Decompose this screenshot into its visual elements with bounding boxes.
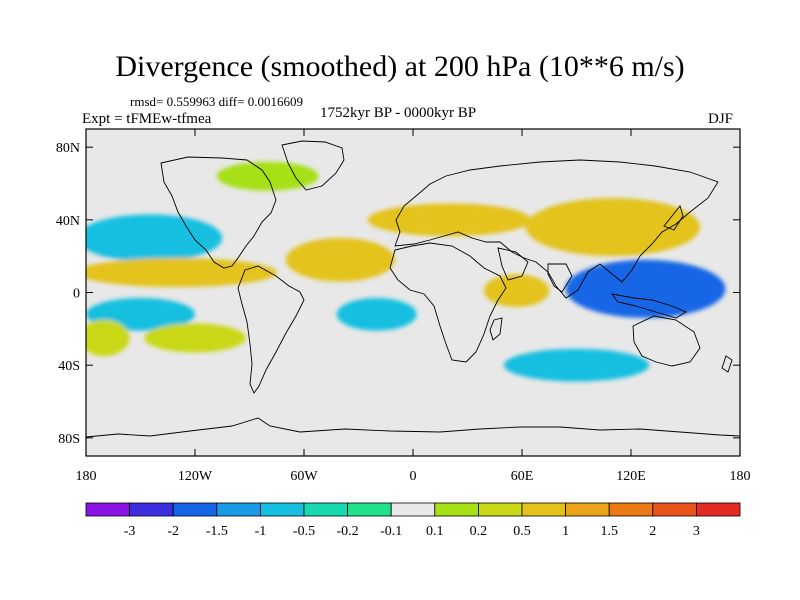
- coast-madagascar: [489, 317, 503, 341]
- season-label: DJF: [708, 111, 734, 127]
- colorbar-label: -1.5: [206, 524, 228, 539]
- field-blob-13: [336, 297, 417, 331]
- colorbar-swatch: [608, 502, 654, 517]
- colorbar-label: 3: [693, 524, 700, 539]
- colorbar-swatch: [129, 502, 174, 517]
- field-blob-9: [86, 214, 223, 262]
- lat-tick-label: 0: [73, 287, 80, 302]
- colorbar-label: 0.2: [470, 524, 488, 539]
- lon-tick-label: 180: [76, 469, 97, 484]
- colorbar-swatch: [216, 502, 261, 517]
- colorbar-swatch: [347, 502, 392, 517]
- field-blob-17: [216, 161, 319, 191]
- coast-south-america: [237, 265, 305, 394]
- lat-tick-label: 80N: [56, 141, 80, 156]
- field-blob-18: [86, 319, 130, 357]
- coast-japan: [663, 205, 684, 231]
- plot-title: Divergence (smoothed) at 200 hPa (10**6 …: [115, 50, 685, 83]
- colorbar-label: 1.5: [600, 524, 618, 539]
- map-axes: 180 120W 60W 0 60E 120E 180 80N 40N 0 40S 80S: [56, 129, 751, 484]
- field-blob-10: [86, 257, 277, 288]
- lon-tick-label: 120W: [178, 469, 213, 484]
- coastlines: [86, 140, 740, 438]
- coast-greenland: [281, 140, 345, 191]
- experiment-label: Expt = tFMEw-tfmea: [82, 111, 212, 127]
- colorbar-label: -0.1: [380, 524, 402, 539]
- colorbar-swatch: [172, 502, 218, 517]
- colorbar-label: 1: [562, 524, 569, 539]
- colorbar-swatch: [390, 502, 436, 517]
- lat-tick-label: 40S: [58, 359, 80, 374]
- colorbar-label: -3: [124, 524, 136, 539]
- coast-australia: [632, 315, 701, 367]
- coast-africa: [389, 242, 507, 363]
- lat-tick-label: 40N: [56, 214, 80, 229]
- coast-india: [547, 263, 573, 293]
- colorbar-swatch: [303, 502, 348, 517]
- lon-tick-label: 60E: [511, 469, 534, 484]
- rmsd-diff-text: rmsd= 0.559963 diff= 0.0016609: [130, 94, 303, 109]
- colorbar-label: -0.2: [337, 524, 359, 539]
- field-blob-7: [483, 274, 550, 308]
- lon-tick-label: 60W: [290, 469, 318, 484]
- coast-maritime-continent: [610, 293, 687, 319]
- colorbar-swatch: [434, 502, 479, 517]
- colorbar-swatch: [652, 502, 697, 517]
- lat-tick-label: 80S: [58, 432, 80, 447]
- field-blob-16: [503, 348, 650, 382]
- field-blob-5: [525, 198, 701, 257]
- colorbar-label: 0.5: [513, 524, 531, 539]
- colorbar: -3 -2 -1.5 -1 -0.5 -0.2 -0.1 0.1 0.2 0.5 1 1.5 2 3: [85, 502, 741, 539]
- divergence-field: [86, 161, 726, 382]
- lon-tick-label: 0: [410, 469, 417, 484]
- colorbar-swatch: [477, 502, 523, 517]
- field-blob-15: [144, 323, 246, 353]
- colorbar-label: 0.1: [426, 524, 444, 539]
- colorbar-swatch: [259, 502, 305, 517]
- colorbar-label: -0.5: [293, 524, 315, 539]
- coast-antarctica: [86, 417, 740, 438]
- field-blob-12: [367, 203, 532, 237]
- colorbar-label: -1: [255, 524, 267, 539]
- coast-new-zealand: [721, 355, 733, 373]
- coast-north-america: [160, 156, 277, 269]
- colorbar-swatch: [696, 502, 741, 517]
- field-blob-11: [285, 237, 395, 282]
- coast-arabia: [497, 247, 529, 281]
- coast-europe-asia: [394, 159, 719, 299]
- colorbar-label: -2: [167, 524, 179, 539]
- lon-tick-label: 180: [730, 469, 751, 484]
- time-period-text: 1752kyr BP - 0000kyr BP: [320, 105, 477, 121]
- colorbar-swatch: [85, 502, 130, 517]
- colorbar-label: 2: [649, 524, 656, 539]
- lon-tick-label: 120E: [616, 469, 646, 484]
- field-blob-2: [565, 259, 726, 318]
- colorbar-swatch: [565, 502, 610, 517]
- colorbar-swatch: [521, 502, 566, 517]
